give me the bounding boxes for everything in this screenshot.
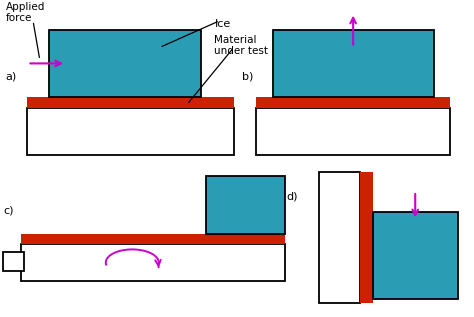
Bar [373,211,458,299]
Text: c): c) [3,206,13,216]
Bar [256,108,450,155]
Bar [27,97,234,108]
Text: Ice: Ice [214,19,231,29]
Bar [20,243,285,281]
Text: d): d) [286,191,298,201]
Text: Applied
force: Applied force [6,2,45,23]
Text: Material
under test: Material under test [214,35,268,56]
Bar [3,252,24,271]
Bar [256,97,450,108]
Bar [49,30,201,97]
Bar [273,30,434,97]
Bar [360,172,373,303]
Text: b): b) [242,71,253,81]
Text: a): a) [6,71,17,81]
Bar [319,172,360,303]
Bar [206,176,285,234]
Bar [20,234,285,243]
Bar [27,108,234,155]
